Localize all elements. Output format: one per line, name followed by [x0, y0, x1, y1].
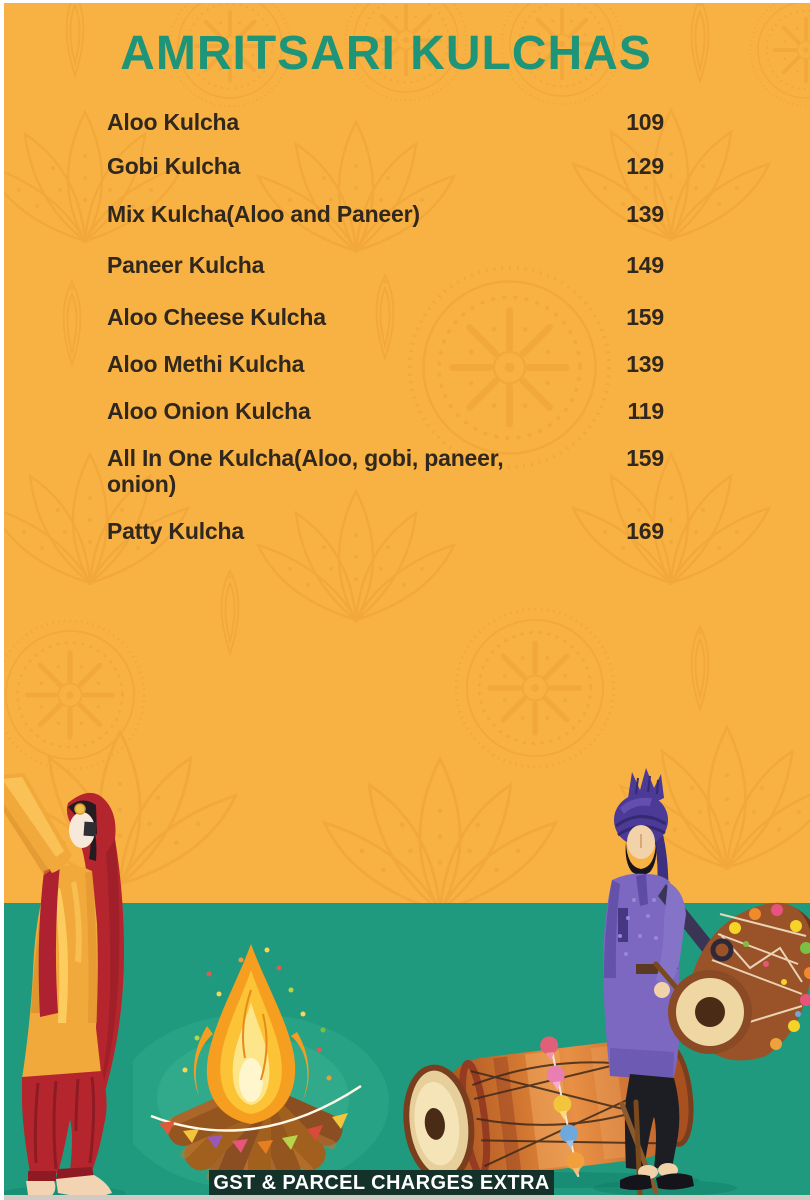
bunting-flags	[150, 1084, 362, 1154]
kurta-dots	[618, 898, 658, 956]
footer-note: GST & PARCEL CHARGES EXTRA	[209, 1170, 554, 1197]
menu-item-row: Mix Kulcha(Aloo and Paneer) 139	[107, 201, 664, 227]
page-bottom-edge	[0, 1195, 810, 1200]
menu-item-price: 149	[626, 252, 664, 278]
menu-item-row: Aloo Cheese Kulcha 159	[107, 304, 664, 330]
menu-item-price: 159	[626, 445, 664, 471]
menu-item-row: Gobi Kulcha 129	[107, 153, 664, 179]
menu-item-price: 109	[626, 109, 664, 135]
pompoms	[729, 904, 810, 1050]
hair-flower	[74, 803, 86, 815]
dupatta-front	[38, 865, 60, 1017]
menu-item-price: 119	[627, 398, 664, 424]
menu-item-price: 139	[626, 201, 664, 227]
page-top-edge	[0, 0, 810, 3]
shoe	[620, 1174, 652, 1190]
menu-item-name: Aloo Onion Kulcha	[107, 398, 311, 424]
menu-item-name: Mix Kulcha(Aloo and Paneer)	[107, 201, 420, 227]
menu-item-row: Patty Kulcha 169	[107, 518, 664, 544]
footer-note-text: GST & PARCEL CHARGES EXTRA	[213, 1172, 550, 1194]
menu-list: Aloo Kulcha 109 Gobi Kulcha 129 Mix Kulc…	[107, 109, 664, 544]
dhol	[668, 902, 810, 1061]
menu-item-row: Aloo Kulcha 109	[107, 109, 664, 135]
menu-item-name: Paneer Kulcha	[107, 252, 265, 278]
menu-item-name: Aloo Cheese Kulcha	[107, 304, 326, 330]
page-title: AMRITSARI KULCHAS	[120, 27, 652, 80]
bonfire-illustration	[133, 944, 389, 1192]
menu-item-name: All In One Kulcha(Aloo, gobi, paneer, on…	[107, 445, 504, 497]
menu-item-row: Aloo Onion Kulcha 119	[107, 398, 664, 424]
pompoms	[540, 1036, 585, 1177]
menu-item-row: Aloo Methi Kulcha 139	[107, 351, 664, 377]
dhol-player-illustration	[593, 768, 810, 1197]
salwar	[22, 1071, 107, 1173]
face	[69, 812, 95, 848]
foot	[56, 1175, 112, 1198]
menu-item-price: 129	[626, 153, 664, 179]
menu-item-name: Patty Kulcha	[107, 518, 244, 544]
turban-fan	[628, 768, 664, 803]
shoe	[656, 1173, 694, 1190]
beard	[625, 842, 657, 875]
page-left-edge	[0, 0, 4, 1200]
menu-item-name: Aloo Kulcha	[107, 109, 239, 135]
menu-item-price: 159	[626, 304, 664, 330]
sparks	[182, 947, 332, 1081]
menu-item-row: Paneer Kulcha 149	[107, 252, 664, 278]
menu-item-price: 139	[626, 351, 664, 377]
menu-item-price: 169	[626, 518, 664, 544]
flame	[193, 944, 309, 1124]
menu-item-name: Gobi Kulcha	[107, 153, 241, 179]
menu-background	[0, 0, 810, 903]
bhangra-dancer-illustration	[0, 773, 126, 1200]
face-blur	[83, 821, 97, 837]
hand	[654, 982, 670, 998]
menu-item-name: Aloo Methi Kulcha	[107, 351, 305, 377]
arm	[656, 882, 686, 988]
pants	[625, 1074, 680, 1170]
foot	[26, 1181, 56, 1197]
menu-item-row: All In One Kulcha(Aloo, gobi, paneer, on…	[107, 445, 664, 497]
